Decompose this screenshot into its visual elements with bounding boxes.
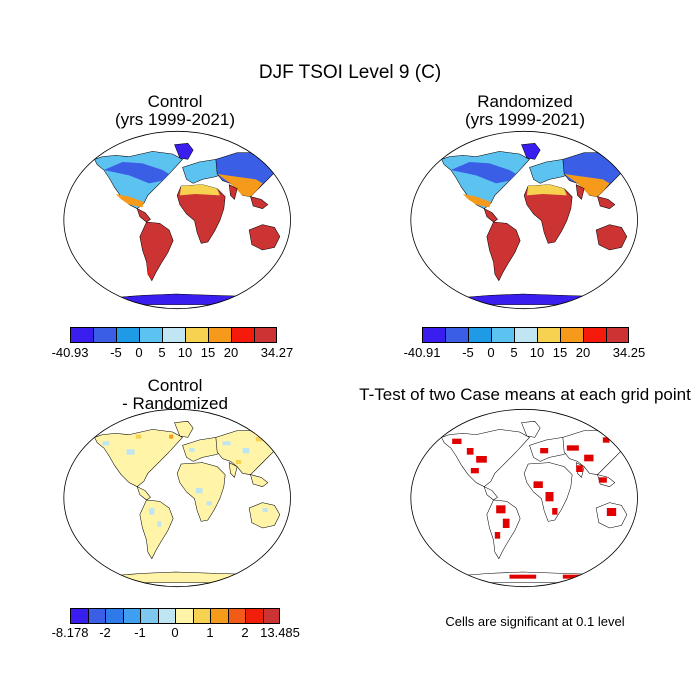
control-colorbar-cell	[231, 327, 254, 343]
difference-colorbar-labels: -8.178 -2 -1 0 1 2 13.485	[0, 625, 700, 643]
randomized-colorbar-tick-label: 5	[510, 345, 518, 360]
difference-panel-title: Control - Randomized	[45, 377, 305, 413]
randomized-colorbar-tick-label: 34.25	[612, 345, 646, 360]
difference-colorbar-tick-label: 0	[171, 625, 179, 640]
randomized-colorbar-cell	[606, 327, 629, 343]
randomized-colorbar-cell	[491, 327, 514, 343]
difference-title-line1: Control	[147, 376, 203, 395]
control-colorbar-cell	[116, 327, 139, 343]
randomized-colorbar-tick-label: 15	[552, 345, 568, 360]
control-colorbar-cell	[139, 327, 162, 343]
difference-colorbar-cell	[192, 608, 210, 624]
difference-colorbar-cell	[140, 608, 158, 624]
control-colorbar-tick-label: 0	[135, 345, 143, 360]
control-colorbar-tick-label: 10	[177, 345, 193, 360]
ttest-map	[410, 408, 638, 588]
control-colorbar-cell	[254, 327, 277, 343]
significance-note: Cells are significant at 0.1 level	[445, 614, 625, 629]
figure-title: DJF TSOI Level 9 (C)	[258, 62, 442, 83]
difference-colorbar-cell	[122, 608, 140, 624]
difference-colorbar-cell	[157, 608, 175, 624]
control-colorbar-cell	[208, 327, 231, 343]
randomized-colorbar	[422, 327, 629, 343]
difference-colorbar-tick-label: -8.178	[51, 625, 89, 640]
difference-colorbar-cell	[175, 608, 193, 624]
control-colorbar-labels: -40.93 -5 0 5 10 15 20 34.27	[0, 345, 700, 363]
control-colorbar-cell	[162, 327, 185, 343]
control-colorbar-tick-label: 15	[200, 345, 216, 360]
control-colorbar	[70, 327, 277, 343]
difference-map	[63, 408, 291, 588]
randomized-colorbar-tick-label: 0	[487, 345, 495, 360]
difference-colorbar-cell	[245, 608, 263, 624]
difference-colorbar-tick-label: 1	[206, 625, 214, 640]
randomized-colorbar-cell	[514, 327, 537, 343]
difference-colorbar-cell	[227, 608, 245, 624]
randomized-colorbar-tick-label: -40.91	[403, 345, 441, 360]
control-colorbar-cell	[70, 327, 93, 343]
control-colorbar-cell	[185, 327, 208, 343]
difference-colorbar-tick-label: 13.485	[260, 625, 300, 640]
randomized-colorbar-cell	[537, 327, 560, 343]
difference-colorbar-cell	[105, 608, 123, 624]
difference-colorbar-tick-label: -1	[134, 625, 146, 640]
randomized-colorbar-tick-label: -5	[462, 345, 474, 360]
difference-colorbar-cell	[262, 608, 280, 624]
control-colorbar-tick-label: 34.27	[260, 345, 294, 360]
randomized-title-line2: (yrs 1999-2021)	[464, 110, 585, 129]
control-panel-title: Control (yrs 1999-2021)	[45, 93, 305, 129]
control-colorbar-tick-label: 20	[223, 345, 239, 360]
randomized-colorbar-cell	[560, 327, 583, 343]
randomized-colorbar-cell	[468, 327, 491, 343]
randomized-title-line1: Randomized	[477, 92, 573, 111]
randomized-colorbar-cell	[445, 327, 468, 343]
randomized-map	[410, 130, 638, 310]
randomized-panel-title: Randomized (yrs 1999-2021)	[395, 93, 655, 129]
difference-colorbar-cell	[210, 608, 228, 624]
randomized-colorbar-cell	[583, 327, 606, 343]
ttest-panel-title: T-Test of two Case means at each grid po…	[359, 385, 691, 404]
randomized-colorbar-tick-label: 20	[575, 345, 591, 360]
randomized-colorbar-cell	[422, 327, 445, 343]
difference-colorbar	[70, 608, 280, 624]
randomized-colorbar-labels: -40.91 -5 0 5 10 15 20 34.25	[0, 345, 700, 363]
control-colorbar-tick-label: -5	[110, 345, 122, 360]
difference-colorbar-cell	[70, 608, 88, 624]
difference-colorbar-tick-label: 2	[241, 625, 249, 640]
control-title-line1: Control	[147, 92, 203, 111]
control-colorbar-cell	[93, 327, 116, 343]
difference-colorbar-tick-label: -2	[99, 625, 111, 640]
control-colorbar-tick-label: -40.93	[51, 345, 89, 360]
control-title-line2: (yrs 1999-2021)	[114, 110, 235, 129]
difference-title-line2: - Randomized	[122, 394, 228, 413]
control-colorbar-tick-label: 5	[158, 345, 166, 360]
randomized-colorbar-tick-label: 10	[529, 345, 545, 360]
difference-colorbar-cell	[87, 608, 105, 624]
control-map	[63, 130, 291, 310]
